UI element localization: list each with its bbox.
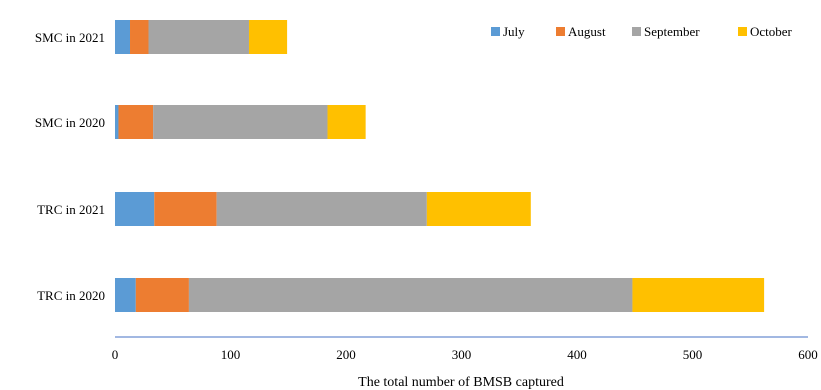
legend-swatch-august	[556, 27, 565, 36]
bar-trc-in-2020-august	[135, 278, 189, 312]
x-tick-label-500: 500	[683, 347, 703, 362]
bar-smc-in-2020-august	[118, 105, 154, 139]
bar-smc-in-2020-september	[153, 105, 328, 139]
bar-smc-in-2020-october	[327, 105, 366, 139]
x-axis-title: The total number of BMSB captured	[358, 375, 564, 390]
legend-label-september: September	[644, 24, 700, 39]
x-tick-label-0: 0	[112, 347, 119, 362]
category-labels: SMC in 2021 SMC in 2020 TRC in 2021 TRC in …	[35, 30, 105, 303]
category-label-trc-in-2021: TRC in 2021	[37, 202, 105, 217]
category-label-trc-in-2020: TRC in 2020	[37, 288, 105, 303]
bars-layer	[115, 20, 765, 312]
legend-label-august: August	[568, 24, 606, 39]
x-tick-label-400: 400	[567, 347, 587, 362]
x-tick-label-600: 600	[798, 347, 818, 362]
bar-smc-in-2021-july	[115, 20, 131, 54]
bar-smc-in-2021-september	[148, 20, 249, 54]
bar-trc-in-2021-august	[154, 192, 217, 226]
legend: July August September October	[491, 24, 793, 39]
x-tick-label-300: 300	[452, 347, 472, 362]
bar-smc-in-2021-august	[130, 20, 149, 54]
bar-trc-in-2021-september	[216, 192, 427, 226]
bar-smc-in-2021-october	[248, 20, 288, 54]
legend-label-july: July	[503, 24, 525, 39]
bar-trc-in-2020-september	[188, 278, 633, 312]
bar-trc-in-2021-july	[115, 192, 155, 226]
category-label-smc-in-2021: SMC in 2021	[35, 30, 105, 45]
category-label-smc-in-2020: SMC in 2020	[35, 115, 105, 130]
bar-smc-in-2020-july	[115, 105, 119, 139]
legend-swatch-september	[632, 27, 641, 36]
bar-trc-in-2021-october	[426, 192, 531, 226]
x-tick-label-200: 200	[336, 347, 356, 362]
legend-label-october: October	[750, 24, 793, 39]
x-tick-labels: 0 100 200 300 400 500 600	[112, 347, 818, 362]
bar-trc-in-2020-july	[115, 278, 136, 312]
x-tick-label-100: 100	[221, 347, 241, 362]
legend-swatch-october	[738, 27, 747, 36]
legend-swatch-july	[491, 27, 500, 36]
bar-trc-in-2020-october	[632, 278, 765, 312]
